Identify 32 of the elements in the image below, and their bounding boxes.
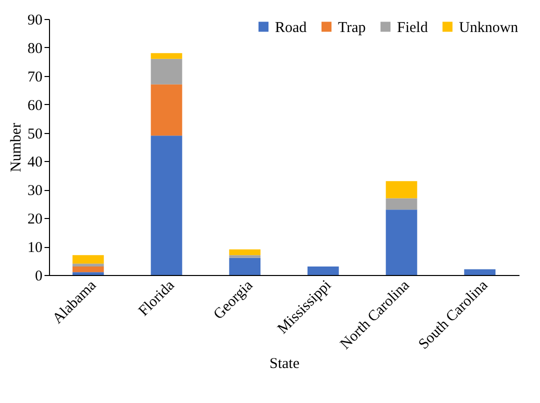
bar xyxy=(150,58,182,84)
legend-label: Field xyxy=(397,20,428,36)
bar xyxy=(150,136,182,275)
bar xyxy=(72,255,104,264)
y-tick-label: 30 xyxy=(28,183,42,200)
bar xyxy=(150,84,182,136)
y-axis-title: Number xyxy=(8,122,24,172)
y-tick-label: 0 xyxy=(35,268,42,284)
bar xyxy=(464,269,496,275)
bar xyxy=(386,210,418,275)
legend-label: Road xyxy=(275,20,308,36)
y-tick-label: 40 xyxy=(28,154,42,171)
y-tick-label: 80 xyxy=(28,40,42,57)
x-axis-title: State xyxy=(270,356,300,372)
y-tick-label: 60 xyxy=(28,98,42,114)
bar xyxy=(229,255,260,258)
legend-label: Unknown xyxy=(459,20,519,36)
bar xyxy=(308,266,339,275)
bar xyxy=(386,181,418,198)
legend-label: Trap xyxy=(338,20,366,36)
bar xyxy=(150,53,182,59)
bar xyxy=(386,198,418,210)
bar xyxy=(72,264,104,266)
y-tick-label: 10 xyxy=(28,240,42,256)
bar xyxy=(72,266,104,272)
y-tick-label: 50 xyxy=(28,126,42,142)
y-tick-label: 70 xyxy=(28,69,42,86)
bar xyxy=(229,249,260,256)
bar xyxy=(72,272,104,275)
y-tick-label: 20 xyxy=(28,212,42,228)
bar xyxy=(229,258,260,275)
y-tick-label: 90 xyxy=(28,12,42,28)
